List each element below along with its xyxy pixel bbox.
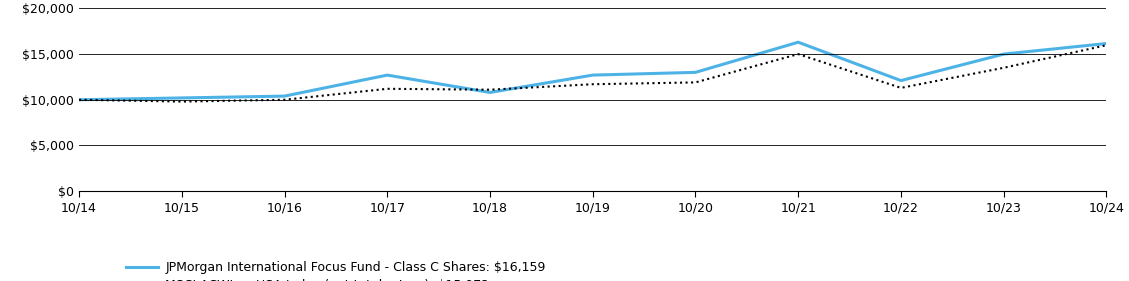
MSCI ACWI ex USA Index (net total return): $15,972: (7, 1.5e+04): $15,972: (7, 1.5e+04) <box>791 52 805 56</box>
Line: MSCI ACWI ex USA Index (net total return): $15,972: MSCI ACWI ex USA Index (net total return… <box>79 45 1106 102</box>
MSCI ACWI ex USA Index (net total return): $15,972: (3, 1.12e+04): $15,972: (3, 1.12e+04) <box>380 87 394 90</box>
MSCI ACWI ex USA Index (net total return): $15,972: (10, 1.6e+04): $15,972: (10, 1.6e+04) <box>1100 44 1113 47</box>
MSCI ACWI ex USA Index (net total return): $15,972: (9, 1.35e+04): $15,972: (9, 1.35e+04) <box>997 66 1010 69</box>
JPMorgan International Focus Fund - Class C Shares: $16,159: (6, 1.3e+04): $16,159: (6, 1.3e+04) <box>689 71 702 74</box>
MSCI ACWI ex USA Index (net total return): $15,972: (4, 1.11e+04): $15,972: (4, 1.11e+04) <box>483 88 497 91</box>
JPMorgan International Focus Fund - Class C Shares: $16,159: (3, 1.27e+04): $16,159: (3, 1.27e+04) <box>380 73 394 77</box>
MSCI ACWI ex USA Index (net total return): $15,972: (0, 1e+04): $15,972: (0, 1e+04) <box>72 98 86 101</box>
JPMorgan International Focus Fund - Class C Shares: $16,159: (5, 1.27e+04): $16,159: (5, 1.27e+04) <box>586 73 599 77</box>
Legend: JPMorgan International Focus Fund - Class C Shares: $16,159, MSCI ACWI ex USA In: JPMorgan International Focus Fund - Clas… <box>126 261 545 281</box>
Line: JPMorgan International Focus Fund - Class C Shares: $16,159: JPMorgan International Focus Fund - Clas… <box>79 42 1106 100</box>
MSCI ACWI ex USA Index (net total return): $15,972: (1, 9.8e+03): $15,972: (1, 9.8e+03) <box>175 100 189 103</box>
JPMorgan International Focus Fund - Class C Shares: $16,159: (9, 1.5e+04): $16,159: (9, 1.5e+04) <box>997 52 1010 56</box>
JPMorgan International Focus Fund - Class C Shares: $16,159: (1, 1.02e+04): $16,159: (1, 1.02e+04) <box>175 96 189 100</box>
JPMorgan International Focus Fund - Class C Shares: $16,159: (0, 1e+04): $16,159: (0, 1e+04) <box>72 98 86 101</box>
MSCI ACWI ex USA Index (net total return): $15,972: (2, 1e+04): $15,972: (2, 1e+04) <box>278 98 291 101</box>
JPMorgan International Focus Fund - Class C Shares: $16,159: (2, 1.04e+04): $16,159: (2, 1.04e+04) <box>278 94 291 98</box>
JPMorgan International Focus Fund - Class C Shares: $16,159: (7, 1.63e+04): $16,159: (7, 1.63e+04) <box>791 40 805 44</box>
JPMorgan International Focus Fund - Class C Shares: $16,159: (10, 1.62e+04): $16,159: (10, 1.62e+04) <box>1100 42 1113 45</box>
JPMorgan International Focus Fund - Class C Shares: $16,159: (8, 1.21e+04): $16,159: (8, 1.21e+04) <box>894 79 908 82</box>
JPMorgan International Focus Fund - Class C Shares: $16,159: (4, 1.08e+04): $16,159: (4, 1.08e+04) <box>483 91 497 94</box>
MSCI ACWI ex USA Index (net total return): $15,972: (6, 1.19e+04): $15,972: (6, 1.19e+04) <box>689 81 702 84</box>
MSCI ACWI ex USA Index (net total return): $15,972: (8, 1.13e+04): $15,972: (8, 1.13e+04) <box>894 86 908 90</box>
MSCI ACWI ex USA Index (net total return): $15,972: (5, 1.17e+04): $15,972: (5, 1.17e+04) <box>586 83 599 86</box>
